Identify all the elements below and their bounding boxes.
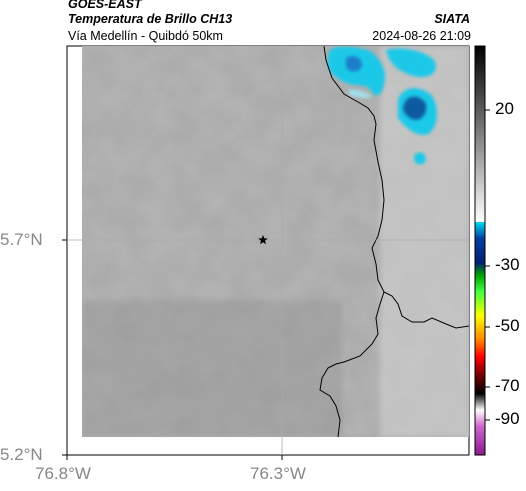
lon-label-76-3: 76.3°W <box>250 464 306 483</box>
colorbar <box>474 45 490 456</box>
region-subtitle: Vía Medellín - Quibdó 50km <box>68 29 223 43</box>
brightness-field <box>82 46 469 437</box>
colorbar-label-minus30: -30 <box>495 255 520 274</box>
border-line <box>319 46 469 437</box>
timestamp: 2024-08-26 21:09 <box>372 29 471 43</box>
colorbar-label-20: 20 <box>495 99 514 118</box>
colorbar-label-minus90: -90 <box>495 409 520 428</box>
cold-cloud-tops <box>327 46 437 165</box>
lat-label-5-7: 5.7°N <box>0 230 43 249</box>
satellite-title: GOES-EAST <box>68 0 142 11</box>
colorbar-label-minus70: -70 <box>495 376 520 395</box>
colorbar-gradient <box>474 45 486 456</box>
lon-label-76-8: 76.8°W <box>35 464 91 483</box>
lat-label-5-2: 5.2°N <box>0 445 43 464</box>
product-title: Temperatura de Brillo CH13 <box>68 12 233 26</box>
colorbar-label-minus50: -50 <box>495 316 520 335</box>
org-label: SIATA <box>434 12 470 26</box>
star-icon <box>258 235 268 245</box>
